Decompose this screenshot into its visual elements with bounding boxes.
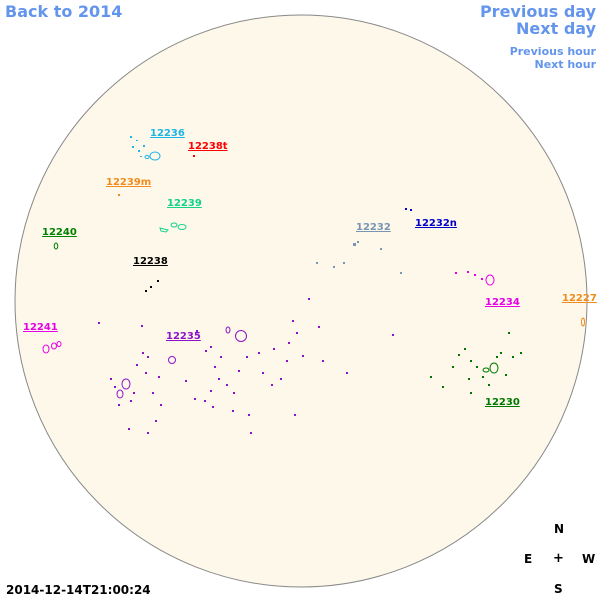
previous-hour-link[interactable]: Previous hour — [509, 45, 596, 58]
next-day-link[interactable]: Next day — [516, 19, 596, 38]
compass-center: + — [553, 551, 564, 566]
region-label-12238t[interactable]: 12238t — [188, 141, 228, 152]
region-label-12232n[interactable]: 12232n — [415, 218, 457, 229]
compass-west: W — [582, 552, 596, 566]
compass-east: E — [524, 552, 533, 566]
region-label-12232[interactable]: 12232 — [356, 222, 391, 233]
region-12232-spots — [343, 241, 382, 264]
region-12230-spots — [430, 332, 522, 394]
region-label-12227[interactable]: 12227 — [562, 293, 597, 304]
region-label-12240[interactable]: 12240 — [42, 227, 77, 238]
region-label-12230[interactable]: 12230 — [485, 397, 520, 408]
region-12241-spots — [42, 341, 62, 354]
region-12238-spots — [145, 280, 159, 292]
observation-timestamp: 2014-12-14T21:00:24 — [6, 583, 151, 597]
scattered-spots — [316, 262, 402, 274]
region-12236-spots — [130, 136, 161, 161]
region-12232n-spots — [405, 208, 412, 211]
compass-north: N — [554, 522, 565, 536]
region-label-12239m[interactable]: 12239m — [106, 177, 151, 188]
region-12235-spots — [98, 298, 394, 434]
region-label-12238[interactable]: 12238 — [133, 256, 168, 267]
previous-day-link[interactable]: Previous day — [479, 2, 596, 21]
next-hour-link[interactable]: Next hour — [534, 58, 597, 71]
region-12227-spots — [581, 317, 585, 327]
region-label-12239[interactable]: 12239 — [167, 198, 202, 209]
back-to-year-link[interactable]: Back to 2014 — [5, 2, 123, 21]
region-12239-spots — [159, 222, 187, 233]
region-label-12235[interactable]: 12235 — [166, 331, 201, 342]
region-12238t-spots — [193, 155, 195, 157]
region-12240-spots — [53, 242, 59, 250]
solar-disk — [14, 14, 588, 588]
region-12239m-spots — [118, 194, 120, 196]
compass-south: S — [554, 582, 563, 596]
region-label-12241[interactable]: 12241 — [23, 322, 58, 333]
region-label-12236[interactable]: 12236 — [150, 128, 185, 139]
region-12234-spots — [455, 271, 495, 286]
region-label-12234[interactable]: 12234 — [485, 297, 520, 308]
